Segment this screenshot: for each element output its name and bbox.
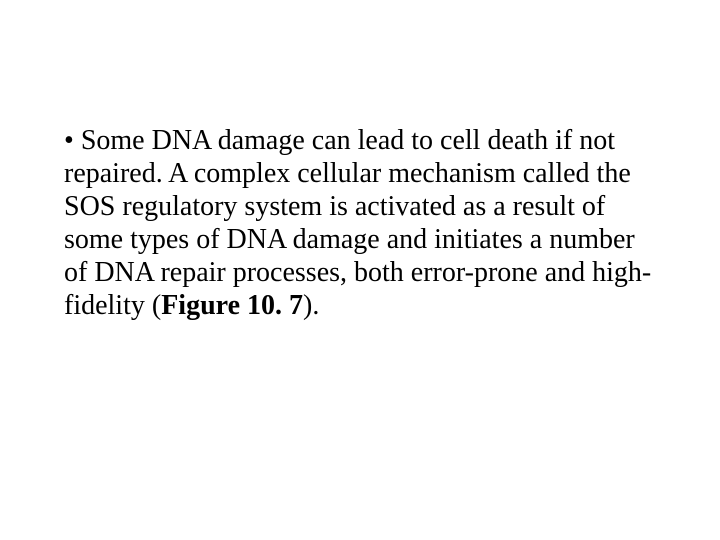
- bullet-mark: •: [64, 125, 74, 156]
- figure-reference: Figure 10. 7: [161, 290, 303, 321]
- bullet-item: • Some DNA damage can lead to cell death…: [64, 124, 659, 322]
- slide-body: • Some DNA damage can lead to cell death…: [64, 124, 659, 322]
- bullet-text-after: ).: [303, 290, 319, 321]
- slide: • Some DNA damage can lead to cell death…: [0, 0, 720, 540]
- bullet-text-before: Some DNA damage can lead to cell death i…: [64, 125, 651, 321]
